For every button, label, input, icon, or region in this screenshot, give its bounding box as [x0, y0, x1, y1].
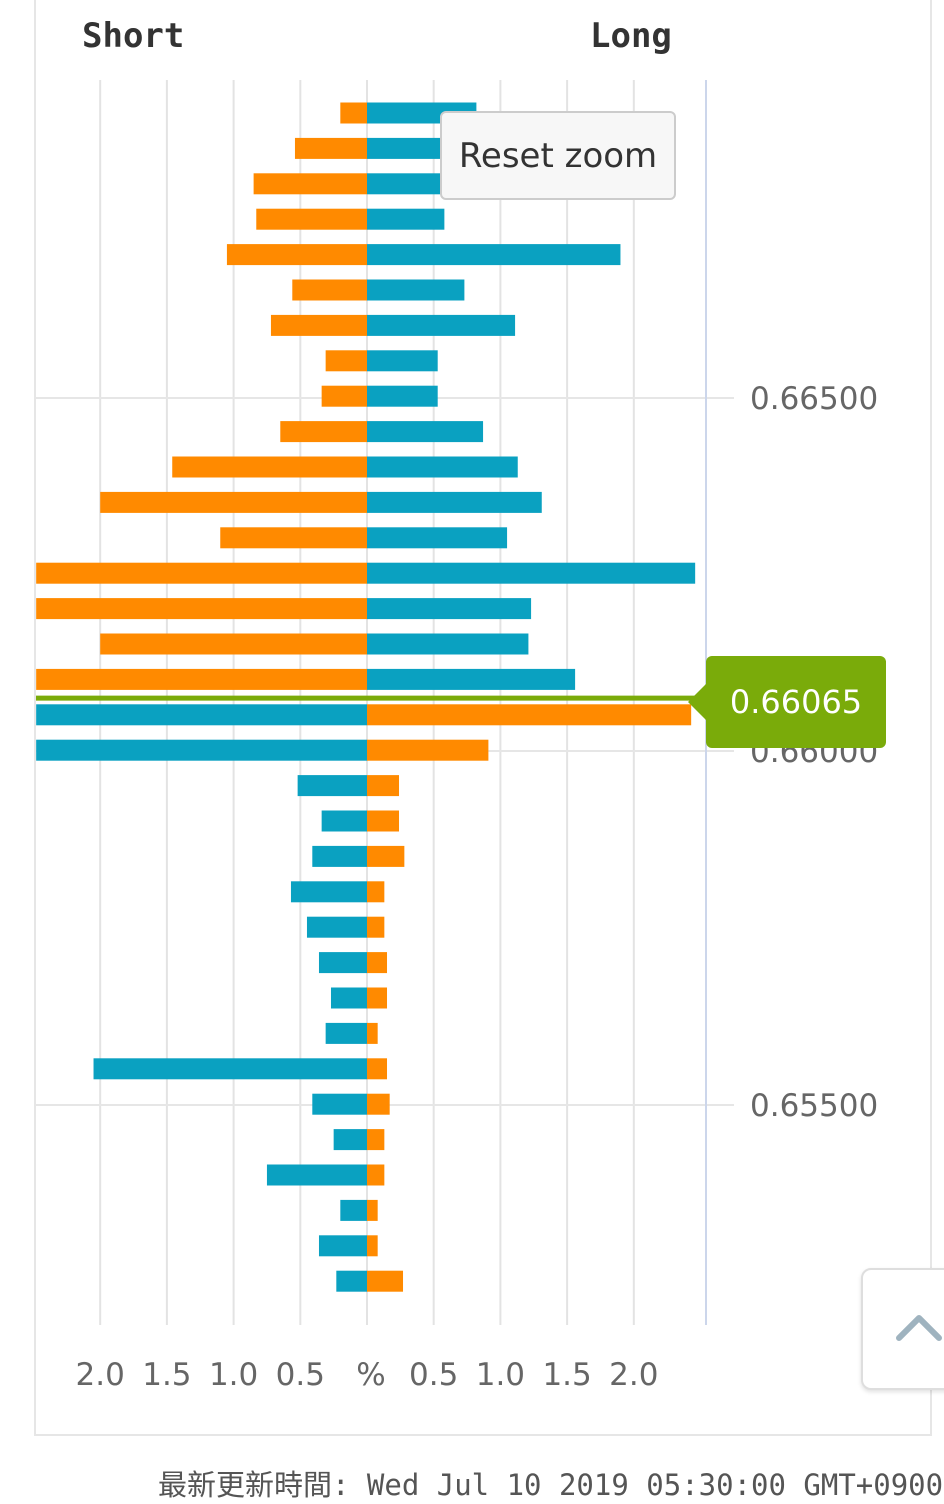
short-bar: [333, 1129, 367, 1151]
short-bar: [318, 1235, 367, 1257]
long-bar: [367, 1235, 378, 1257]
long-bar: [367, 137, 441, 159]
long-bar: [367, 173, 441, 195]
x-tick-label: 1.0: [476, 1357, 525, 1393]
short-bar: [93, 1058, 367, 1080]
short-bar: [256, 208, 367, 230]
short-bar: [100, 633, 367, 655]
short-bar: [226, 244, 367, 266]
long-bar: [367, 385, 438, 407]
short-bar: [340, 102, 367, 124]
long-bar: [367, 1164, 385, 1186]
long-bar: [367, 916, 385, 938]
long-bar: [367, 1129, 385, 1151]
short-header: Short: [82, 16, 185, 56]
long-bar: [367, 1093, 390, 1115]
short-bar: [321, 810, 367, 832]
short-bar: [330, 987, 367, 1009]
long-bar: [367, 1270, 404, 1292]
long-bar: [367, 527, 508, 549]
x-tick-label: 1.5: [542, 1357, 591, 1393]
long-bar: [367, 1022, 378, 1044]
long-bar: [367, 491, 542, 513]
long-bar: [367, 456, 518, 478]
long-bar: [367, 208, 445, 230]
long-bar: [367, 810, 400, 832]
x-tick-label: 2.0: [76, 1357, 125, 1393]
chevron-up-icon: [896, 1315, 942, 1341]
long-bar: [367, 739, 489, 761]
long-bar: [367, 1199, 378, 1221]
current-price-label: 0.66065: [688, 656, 886, 748]
long-bar: [367, 1058, 388, 1080]
short-bar: [336, 1270, 367, 1292]
short-bar: [36, 704, 367, 726]
long-bar: [367, 598, 532, 620]
short-bar: [321, 385, 367, 407]
short-bar: [270, 314, 367, 336]
long-bar: [367, 987, 388, 1009]
y-tick-label: 0.66500: [750, 381, 878, 417]
x-tick-label: 2.0: [609, 1357, 658, 1393]
short-bar: [297, 775, 367, 797]
x-tick-label: 1.5: [142, 1357, 191, 1393]
x-tick-label: 0.5: [409, 1357, 458, 1393]
long-header: Long: [590, 16, 672, 56]
x-axis-center-label: %: [356, 1357, 385, 1393]
long-bar: [367, 350, 438, 372]
scroll-top-button[interactable]: [861, 1268, 944, 1390]
y-tick-label: 0.65500: [750, 1088, 878, 1124]
short-bar: [280, 421, 367, 443]
short-bar: [306, 916, 367, 938]
short-bar: [220, 527, 367, 549]
last-updated-text: 最新更新時間: Wed Jul 10 2019 05:30:00 GMT+090…: [158, 1468, 944, 1502]
short-bar: [340, 1199, 367, 1221]
long-bar: [367, 775, 400, 797]
short-bar: [266, 1164, 367, 1186]
long-bar: [367, 421, 484, 443]
long-bar: [367, 244, 621, 266]
short-bar: [253, 173, 367, 195]
short-bar: [325, 350, 367, 372]
long-bar: [367, 845, 405, 867]
short-bar: [325, 1022, 367, 1044]
short-bar: [36, 668, 367, 690]
short-bar: [292, 279, 367, 301]
short-bar: [294, 137, 367, 159]
short-bar: [100, 491, 367, 513]
long-bar: [367, 633, 529, 655]
long-bar: [367, 952, 388, 974]
long-bar: [367, 279, 465, 301]
x-tick-label: 0.5: [276, 1357, 325, 1393]
short-bar: [318, 952, 367, 974]
short-bar: [36, 739, 367, 761]
long-bar: [367, 562, 696, 584]
long-bar: [367, 668, 576, 690]
short-bar: [36, 562, 367, 584]
short-bar: [36, 598, 367, 620]
short-bar: [290, 881, 367, 903]
long-bar: [367, 314, 516, 336]
short-bar: [312, 1093, 367, 1115]
short-bar: [172, 456, 367, 478]
short-bar: [312, 845, 367, 867]
reset-zoom-button[interactable]: Reset zoom: [440, 111, 676, 200]
long-bar: [367, 704, 692, 726]
long-bar: [367, 881, 385, 903]
x-tick-label: 1.0: [209, 1357, 258, 1393]
